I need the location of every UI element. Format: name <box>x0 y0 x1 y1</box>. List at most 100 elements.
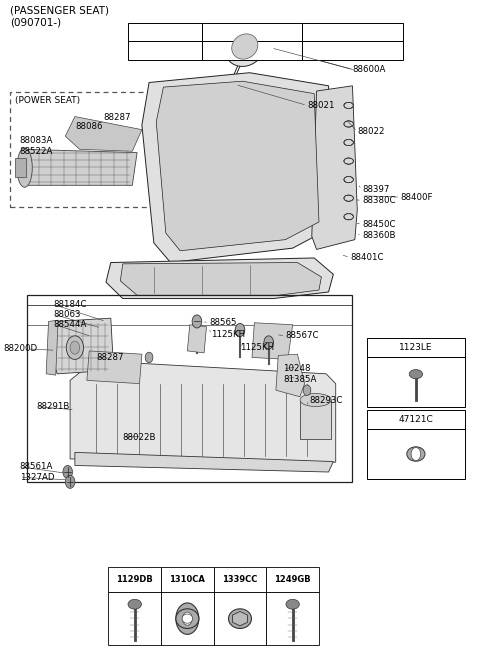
Text: 88565: 88565 <box>209 318 236 327</box>
Circle shape <box>235 323 245 337</box>
Ellipse shape <box>286 600 300 609</box>
Text: CUSHION ASSY: CUSHION ASSY <box>319 46 386 55</box>
Ellipse shape <box>409 369 422 379</box>
Circle shape <box>411 447 420 461</box>
Ellipse shape <box>128 600 142 609</box>
Polygon shape <box>75 453 333 472</box>
Bar <box>161 567 214 592</box>
Ellipse shape <box>407 447 425 461</box>
Text: 81385A: 81385A <box>283 375 316 384</box>
Text: (090701-): (090701-) <box>10 17 61 27</box>
Text: 88522A: 88522A <box>19 147 52 155</box>
Text: 88291B: 88291B <box>36 402 70 411</box>
Text: (PASSENGER SEAT): (PASSENGER SEAT) <box>10 6 109 16</box>
Text: 88022B: 88022B <box>123 433 156 442</box>
Text: Period: Period <box>151 28 179 37</box>
Text: 1310CA: 1310CA <box>169 575 205 584</box>
Text: 88360B: 88360B <box>362 230 396 239</box>
Circle shape <box>182 612 192 625</box>
Text: 88293C: 88293C <box>310 396 343 405</box>
Polygon shape <box>187 325 206 353</box>
Text: 88561A: 88561A <box>20 462 53 471</box>
Circle shape <box>303 385 311 396</box>
Bar <box>266 567 319 592</box>
Text: 88397: 88397 <box>362 185 389 194</box>
Bar <box>108 567 161 592</box>
Text: 88401C: 88401C <box>350 253 384 262</box>
Circle shape <box>176 603 199 634</box>
Ellipse shape <box>17 148 32 187</box>
Ellipse shape <box>225 27 265 66</box>
Text: 1123LE: 1123LE <box>399 343 432 352</box>
Text: BODY SENSOR: BODY SENSOR <box>219 46 284 55</box>
Polygon shape <box>65 117 142 152</box>
Text: 88022: 88022 <box>357 127 385 136</box>
Text: SENSOR TYPE: SENSOR TYPE <box>221 28 283 37</box>
Text: 88086: 88086 <box>75 122 102 131</box>
Text: 88083A: 88083A <box>19 136 52 145</box>
Polygon shape <box>312 86 357 249</box>
Text: 88567C: 88567C <box>286 331 319 340</box>
Bar <box>367 410 465 430</box>
Text: 88400F: 88400F <box>400 193 433 201</box>
Polygon shape <box>156 81 319 251</box>
Bar <box>108 592 161 646</box>
Circle shape <box>264 336 274 349</box>
Bar <box>367 358 465 407</box>
Polygon shape <box>70 361 336 462</box>
Text: 1327AD: 1327AD <box>20 473 54 482</box>
Polygon shape <box>232 611 248 626</box>
Circle shape <box>145 352 153 363</box>
Bar <box>367 430 465 479</box>
Circle shape <box>66 336 84 359</box>
Polygon shape <box>252 323 293 359</box>
Bar <box>15 159 25 176</box>
Polygon shape <box>120 262 322 295</box>
Ellipse shape <box>182 614 192 623</box>
Ellipse shape <box>235 614 245 623</box>
Text: 88380C: 88380C <box>362 196 396 205</box>
Polygon shape <box>22 150 137 185</box>
Text: 88450C: 88450C <box>362 220 396 229</box>
Polygon shape <box>106 258 333 298</box>
Polygon shape <box>276 354 305 397</box>
Text: 1339CC: 1339CC <box>222 575 258 584</box>
Text: 88184C: 88184C <box>53 300 87 309</box>
Text: 10248: 10248 <box>283 364 311 373</box>
Text: 47121C: 47121C <box>398 415 433 424</box>
Bar <box>202 41 302 60</box>
Ellipse shape <box>228 609 252 628</box>
Text: 88021: 88021 <box>307 101 335 110</box>
Bar <box>202 23 302 41</box>
Circle shape <box>63 466 72 479</box>
Ellipse shape <box>300 394 331 407</box>
Text: 1125KH: 1125KH <box>211 330 245 339</box>
Bar <box>161 592 214 646</box>
Polygon shape <box>52 318 113 374</box>
Bar <box>27 295 352 482</box>
Text: 88287: 88287 <box>96 353 124 362</box>
Bar <box>266 592 319 646</box>
Text: 1125KH: 1125KH <box>240 343 274 352</box>
Text: 88544A: 88544A <box>53 319 87 329</box>
Bar <box>367 338 465 358</box>
Circle shape <box>192 315 202 328</box>
Polygon shape <box>46 320 58 375</box>
Circle shape <box>65 476 75 488</box>
Circle shape <box>70 341 80 354</box>
Bar <box>214 592 266 646</box>
Polygon shape <box>87 351 142 384</box>
Text: 88063: 88063 <box>53 310 81 319</box>
Ellipse shape <box>176 609 199 628</box>
Text: 88600A: 88600A <box>352 65 386 74</box>
Polygon shape <box>142 73 333 262</box>
Text: 1249GB: 1249GB <box>275 575 311 584</box>
Bar <box>128 41 202 60</box>
Text: 1129DB: 1129DB <box>116 575 153 584</box>
Bar <box>302 23 403 41</box>
Ellipse shape <box>232 34 258 59</box>
Text: ASSY: ASSY <box>341 28 364 37</box>
Bar <box>214 567 266 592</box>
Bar <box>128 23 202 41</box>
Bar <box>300 400 331 440</box>
